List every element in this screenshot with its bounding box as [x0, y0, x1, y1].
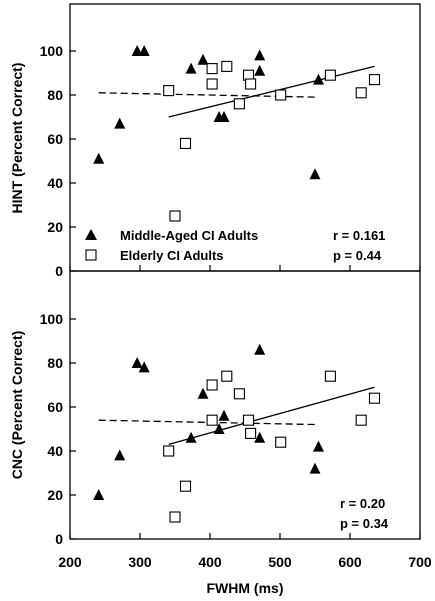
- hint-legend: Middle-Aged CI Adults Elderly CI Adults: [85, 228, 258, 263]
- hint-middle-aged-point: [197, 53, 209, 65]
- hint-middle-aged-point: [131, 45, 143, 56]
- cnc-elderly-point: [245, 427, 257, 439]
- cnc-panel: CNC (Percent Correct) r = 0.20 p = 0.34 …: [9, 270, 421, 547]
- cnc-elderly-point: [206, 414, 218, 426]
- cnc-r-value: r = 0.20: [340, 496, 385, 511]
- hint-p-value: p = 0.44: [333, 248, 382, 263]
- cnc-middle-aged-fit-line: [98, 419, 319, 426]
- cnc-elderly-point: [355, 414, 367, 426]
- hint-elderly-fit-line: [168, 65, 375, 118]
- hint-y-tick-label: 20: [47, 219, 63, 235]
- hint-middle-aged-point: [185, 62, 197, 74]
- hint-middle-aged-point: [93, 152, 105, 164]
- legend-square-marker: [85, 249, 97, 261]
- cnc-middle-aged-point: [254, 343, 266, 355]
- x-axis: 200 300 400 500 600 700: [58, 533, 432, 570]
- cnc-elderly-point: [163, 445, 175, 457]
- x-axis-title: FWHM (ms): [207, 580, 284, 596]
- cnc-elderly-point: [368, 392, 381, 404]
- x-tick-label: 200: [58, 554, 82, 570]
- cnc-elderly-point: [179, 480, 192, 492]
- cnc-elderly-point: [221, 370, 233, 382]
- hint-y-tick-label: 0: [55, 263, 63, 279]
- hint-middle-aged-point: [254, 64, 266, 76]
- cnc-y-tick-label: 80: [47, 355, 63, 371]
- hint-middle-aged-fit-line: [98, 92, 319, 98]
- x-tick-label: 600: [338, 554, 362, 570]
- cnc-y-axis-title: CNC (Percent Correct): [9, 331, 25, 480]
- hint-panel: HINT (Percent Correct) Middle-Aged CI Ad…: [9, 3, 421, 279]
- legend-triangle-marker: [85, 229, 97, 240]
- legend-label-elderly: Elderly CI Adults: [120, 248, 224, 263]
- cnc-elderly-point: [324, 370, 336, 382]
- hint-middle-aged-point: [254, 49, 266, 61]
- x-tick-label: 300: [128, 554, 152, 570]
- cnc-y-tick-label: 20: [47, 487, 63, 503]
- cnc-middle-aged-point: [131, 357, 143, 368]
- cnc-middle-aged-point: [218, 409, 230, 421]
- cnc-y-tick-label: 60: [47, 399, 63, 415]
- hint-elderly-point: [206, 78, 218, 90]
- hint-middle-aged-point: [313, 73, 324, 85]
- hint-y-tick-label: 80: [47, 87, 63, 103]
- cnc-elderly-point: [169, 511, 181, 523]
- cnc-p-value: p = 0.34: [340, 516, 389, 531]
- hint-elderly-point: [368, 74, 381, 86]
- hint-elderly-point: [275, 89, 287, 101]
- cnc-elderly-point: [242, 414, 255, 426]
- hint-y-tick-label: 100: [40, 43, 64, 59]
- hint-middle-aged-point: [309, 168, 321, 180]
- cnc-elderly-point: [206, 379, 218, 391]
- cnc-middle-aged-point: [138, 361, 150, 373]
- hint-middle-aged-point: [218, 111, 230, 122]
- hint-elderly-point: [324, 69, 336, 81]
- cnc-middle-aged-point: [313, 440, 324, 452]
- x-tick-label: 500: [268, 554, 292, 570]
- hint-elderly-point: [221, 60, 233, 72]
- cnc-elderly-fit-line: [168, 386, 375, 446]
- cnc-plot-frame: [69, 270, 421, 540]
- cnc-middle-aged-point: [254, 431, 266, 443]
- hint-r-value: r = 0.161: [333, 228, 385, 243]
- hint-middle-aged-point: [114, 117, 126, 129]
- cnc-elderly-point: [233, 388, 245, 400]
- cnc-middle-aged-point: [309, 462, 321, 474]
- hint-y-tick-label: 60: [47, 131, 63, 147]
- legend-label-middle-aged: Middle-Aged CI Adults: [120, 228, 258, 243]
- cnc-middle-aged-point: [93, 489, 105, 500]
- cnc-middle-aged-point: [114, 449, 126, 461]
- hint-elderly-point: [163, 85, 175, 97]
- cnc-elderly-point: [275, 436, 287, 448]
- hint-y-tick-label: 40: [47, 175, 63, 191]
- hint-elderly-point: [245, 78, 257, 90]
- cnc-middle-aged-point: [197, 387, 209, 399]
- hint-elderly-point: [179, 137, 192, 149]
- hint-elderly-point: [355, 87, 367, 99]
- hint-elderly-point: [206, 63, 218, 75]
- hint-middle-aged-point: [138, 45, 150, 56]
- cnc-middle-aged-point: [185, 431, 197, 443]
- hint-elderly-point: [169, 210, 181, 222]
- hint-elderly-point: [233, 98, 245, 110]
- hint-y-axis-title: HINT (Percent Correct): [9, 63, 25, 214]
- x-tick-label: 700: [408, 554, 432, 570]
- cnc-y-tick-label: 40: [47, 443, 63, 459]
- x-tick-label: 400: [198, 554, 222, 570]
- cnc-y-tick-label: 100: [40, 311, 64, 327]
- cnc-y-tick-label: 0: [55, 531, 63, 547]
